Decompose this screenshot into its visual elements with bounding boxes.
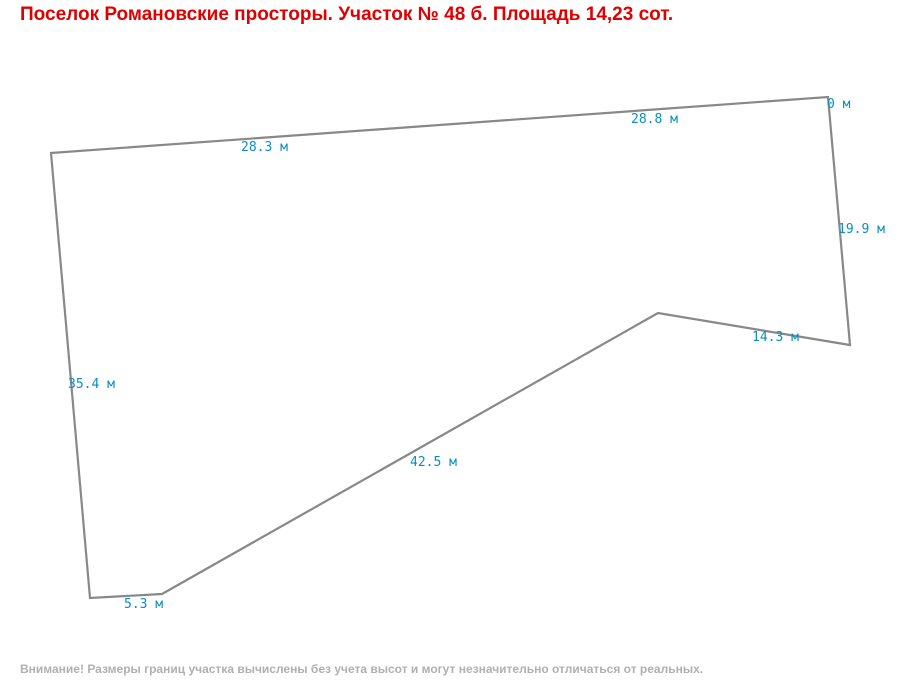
dimension-label-left: 35.4 м	[68, 377, 115, 392]
dimension-label-diagonal: 42.5 м	[410, 455, 457, 470]
dimension-label-bottom: 5.3 м	[124, 597, 163, 612]
dimension-label-top-left: 28.3 м	[241, 140, 288, 155]
dimension-label-right: 19.9 м	[838, 222, 885, 237]
page-title: Поселок Романовские просторы. Участок № …	[20, 4, 674, 25]
disclaimer-note: Внимание! Размеры границ участка вычисле…	[20, 662, 704, 676]
dimension-label-inner: 14.3 м	[752, 330, 799, 345]
dimension-label-top-end: 0 м	[827, 97, 851, 112]
dimension-label-top-right: 28.8 м	[631, 112, 678, 127]
plot-boundary	[49, 95, 852, 600]
